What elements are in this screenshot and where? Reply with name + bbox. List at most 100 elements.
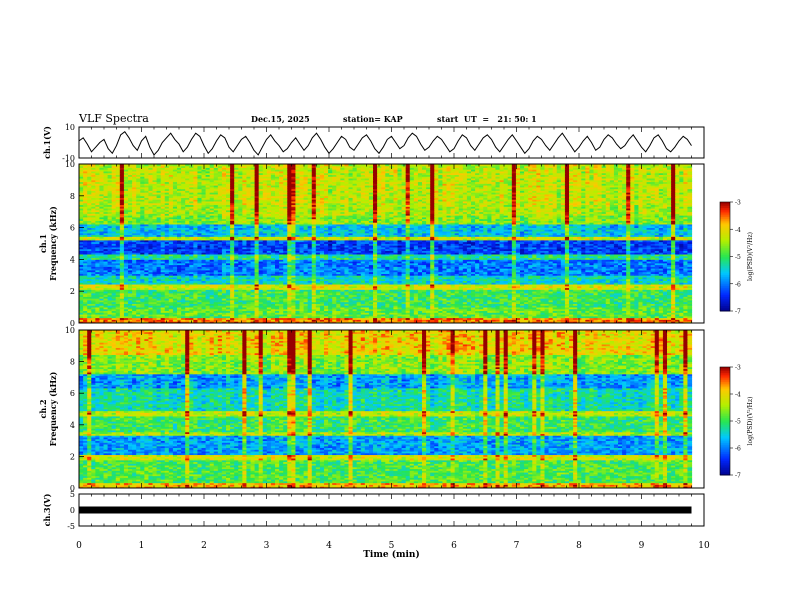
spectrogram-cell (593, 315, 599, 319)
spectrogram-cell (679, 317, 684, 320)
spectrogram-cell (638, 307, 644, 310)
spectrogram-cell (393, 314, 399, 317)
spectrogram-cell (385, 312, 390, 315)
spectrogram-cell (242, 314, 248, 317)
spectrogram-cell (160, 300, 166, 303)
spectrogram-cell (630, 300, 635, 303)
spectrogram-cell (275, 321, 280, 324)
spectrogram-cell (438, 315, 444, 319)
spectrogram-cell (140, 294, 145, 297)
spectrogram-cell (234, 303, 239, 306)
spectrogram-cell (283, 310, 288, 313)
spectrogram-cell (319, 314, 325, 317)
spectrogram-cell (344, 317, 350, 320)
spectrogram-cell (181, 315, 186, 319)
spectrogram-cell (234, 305, 239, 308)
spectrogram-cell (213, 310, 219, 313)
spectrogram-cell (679, 300, 684, 303)
spectrogram-cell (148, 314, 154, 317)
spectrogram-cell (230, 289, 235, 292)
spectrogram-cell (213, 317, 219, 320)
spectrogram-cell (487, 314, 493, 317)
spectrogram-cell (352, 301, 358, 304)
spectrogram-cell (283, 291, 288, 294)
spectrogram-cell (201, 310, 207, 313)
spectrogram-cell (393, 312, 399, 315)
spectrogram-cell (307, 303, 313, 306)
spectrogram-cell (409, 296, 415, 299)
spectrogram-cell (254, 296, 260, 299)
spectrogram-cell (307, 321, 313, 324)
spectrogram-cell (434, 310, 439, 313)
spectrogram-cell (152, 305, 158, 308)
spectrogram-cell (405, 296, 411, 299)
spectrogram-cell (132, 289, 137, 292)
spectrogram-cell (658, 300, 664, 303)
spectrogram-cell (471, 298, 476, 301)
spectrogram-cell (479, 317, 484, 320)
spectrogram-cell (622, 314, 627, 317)
spectrogram-cell (172, 298, 178, 301)
spectrogram-cell (634, 319, 640, 322)
spectrogram-cell (91, 321, 96, 324)
spectrogram-cell (405, 305, 411, 308)
spectrogram-cell (99, 312, 105, 315)
spectrogram-cell (601, 307, 607, 310)
spectrogram-cell (315, 317, 321, 320)
spectrogram-cell (140, 317, 145, 320)
spectrogram-cell (601, 294, 607, 297)
spectrogram-cell (524, 291, 529, 294)
spectrogram-cell (569, 321, 574, 324)
spectrogram-cell (340, 308, 346, 312)
spectrogram-cell (630, 292, 635, 296)
spectrogram-cell (287, 292, 292, 296)
spectrogram-cell (234, 307, 239, 310)
spectrogram-cell (520, 307, 525, 310)
spectrogram-cell (413, 312, 419, 315)
spectrogram-cell (234, 317, 239, 320)
spectrogram-cell (364, 303, 370, 306)
spectrogram-cell (209, 300, 215, 303)
spectrogram-cell (675, 291, 680, 294)
spectrogram-cell (381, 301, 386, 304)
spectrogram-cell (544, 315, 550, 319)
spectrogram-cell (560, 308, 566, 312)
spectrogram-cell (91, 291, 96, 294)
spectrogram-cell (397, 321, 403, 324)
spectrogram-cell (242, 300, 248, 303)
spectrogram-cell (201, 298, 207, 301)
spectrogram-cell (401, 317, 407, 320)
spectrogram-cell (491, 303, 497, 306)
spectrogram-cell (189, 303, 194, 306)
spectrogram-cell (348, 305, 354, 308)
spectrogram-cell (360, 305, 366, 308)
spectrogram-cell (140, 291, 145, 294)
spectrogram-cell (626, 308, 631, 312)
spectrogram-cell (368, 296, 374, 299)
spectrogram-cell (111, 312, 117, 315)
spectrogram-cell (201, 300, 207, 303)
spectrogram-cell (573, 300, 578, 303)
spectrogram-cell (156, 294, 162, 297)
spectrogram-cell (83, 292, 88, 296)
spectrogram-cell (99, 319, 105, 322)
spectrogram-cell (430, 301, 435, 304)
spectrogram-cell (160, 292, 166, 296)
spectrogram-cell (119, 294, 125, 297)
spectrogram-cell (667, 292, 672, 296)
spectrogram-cell (181, 301, 186, 304)
spectrogram-cell (426, 300, 431, 303)
spectrogram-cell (650, 317, 656, 320)
spectrogram-cell (454, 314, 460, 317)
spectrogram-cell (556, 317, 562, 320)
spectrogram-cell (332, 301, 337, 304)
spectrogram-cell (626, 317, 631, 320)
spectrogram-cell (181, 314, 186, 317)
spectrogram-cell (328, 294, 333, 297)
spectrogram-cell (662, 317, 668, 320)
spectrogram-cell (230, 294, 235, 297)
spectrogram-cell (87, 296, 92, 299)
spectrogram-cell (454, 315, 460, 319)
spectrogram-cell (658, 321, 664, 324)
spectrogram-cell (503, 303, 509, 306)
